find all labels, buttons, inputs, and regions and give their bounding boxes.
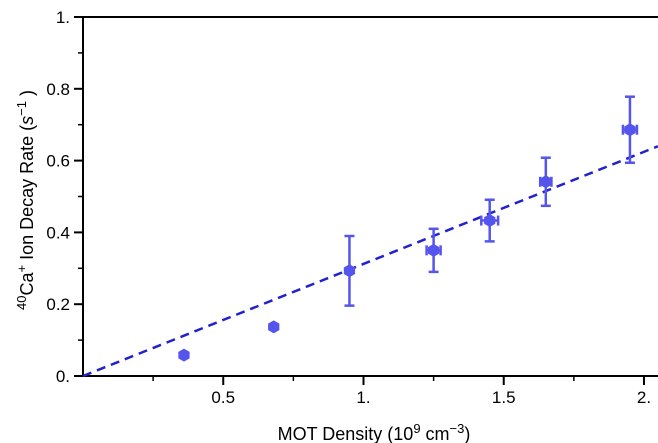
y-tick-label: 0.6 bbox=[46, 152, 70, 171]
point-marker bbox=[484, 214, 496, 228]
tick-labels: 0.5 1. 1.5 2. 0. 0.2 0.4 0.6 0.8 1. bbox=[46, 8, 651, 407]
data-point bbox=[538, 156, 553, 208]
data-point bbox=[343, 234, 356, 307]
data-point bbox=[425, 227, 442, 274]
x-tick-label: 1. bbox=[356, 388, 370, 407]
x-tick-label: 1.5 bbox=[492, 388, 516, 407]
data-point bbox=[268, 320, 280, 334]
y-tick-label: 1. bbox=[56, 8, 70, 27]
fit-line bbox=[82, 145, 658, 378]
y-tick-label: 0. bbox=[56, 367, 70, 386]
y-tick-label: 0.8 bbox=[46, 80, 70, 99]
point-marker bbox=[540, 175, 552, 189]
point-marker bbox=[178, 348, 190, 362]
x-axis-label: MOT Density (109 cm−3) bbox=[278, 421, 471, 443]
axes bbox=[82, 16, 658, 377]
tick-marks bbox=[74, 16, 645, 385]
fit-line-group bbox=[82, 145, 658, 378]
y-axis-label: 40Ca+ Ion Decay Rate (s−1 ) bbox=[14, 90, 37, 310]
point-marker bbox=[624, 123, 636, 137]
data-point bbox=[621, 95, 639, 165]
data-points bbox=[178, 95, 639, 362]
y-tick-label: 0.4 bbox=[46, 223, 70, 242]
x-tick-label: 2. bbox=[637, 388, 651, 407]
y-tick-label: 0.2 bbox=[46, 295, 70, 314]
x-tick-label: 0.5 bbox=[211, 388, 235, 407]
point-marker bbox=[343, 264, 356, 278]
point-marker bbox=[268, 320, 280, 334]
point-marker bbox=[427, 243, 440, 257]
data-point bbox=[178, 348, 190, 362]
data-point bbox=[480, 198, 500, 243]
